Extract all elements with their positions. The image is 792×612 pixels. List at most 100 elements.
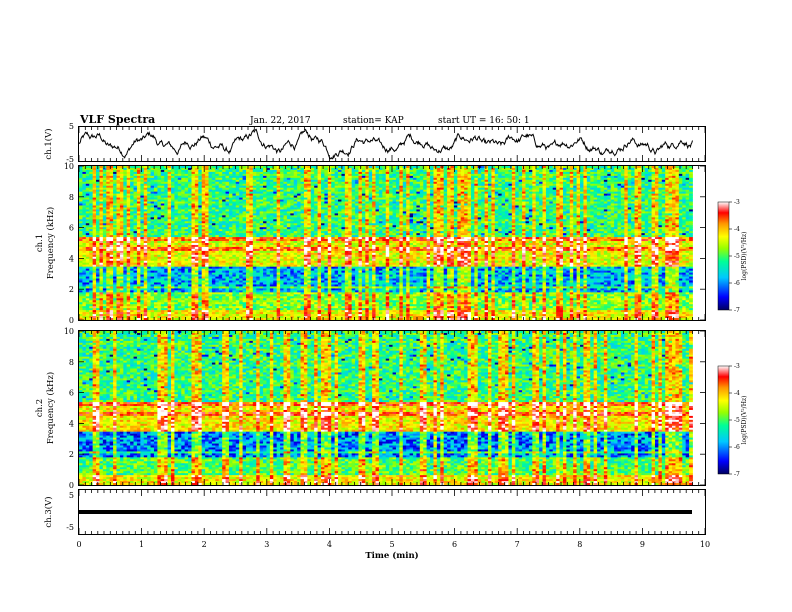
spectrogram-cell xyxy=(89,177,94,181)
spectrogram-cell xyxy=(382,173,387,177)
spectrogram-cell xyxy=(215,177,220,181)
spectrogram-cell xyxy=(392,169,397,173)
spectrogram-cell xyxy=(126,169,131,173)
spectrogram-cell xyxy=(188,175,192,179)
spectrogram-cell xyxy=(256,177,261,181)
spectrogram-cell xyxy=(102,169,107,173)
spectrogram-cell xyxy=(92,166,97,169)
spectrogram-cell xyxy=(651,169,656,173)
spectrogram-cell xyxy=(133,177,138,181)
spectrogram-cell xyxy=(167,175,172,179)
spectrogram-cell xyxy=(423,166,428,169)
start-time-label: start UT = 16: 50: 1 xyxy=(438,116,530,126)
spectrogram-cell xyxy=(430,175,434,179)
spectrogram-cell xyxy=(508,169,513,173)
spectrogram-cell xyxy=(419,171,424,175)
spectrogram-cell xyxy=(586,166,591,169)
spectrogram-cell xyxy=(375,177,380,181)
spectrogram-cell xyxy=(460,166,465,169)
spectrogram-cell xyxy=(174,173,179,177)
spectrogram-cell xyxy=(307,171,312,175)
spectrogram-cell xyxy=(617,175,622,179)
spectrogram-cell xyxy=(494,171,499,175)
spectrogram-cell xyxy=(672,175,676,179)
spectrogram-cell xyxy=(392,166,397,169)
spectrogram-cell xyxy=(375,173,380,177)
spectrogram-cell xyxy=(140,166,145,169)
spectrogram-cell xyxy=(413,166,417,169)
spectrogram-cell xyxy=(675,166,680,169)
spectrogram-cell xyxy=(82,166,87,169)
spectrogram-cell xyxy=(246,173,250,177)
spectrogram-cell xyxy=(344,166,349,169)
spectrogram-cell xyxy=(324,177,329,181)
spectrogram-cell xyxy=(113,171,117,175)
spectrogram-cell xyxy=(79,166,83,169)
spectrogram-cell xyxy=(136,167,141,171)
spectrogram-cell xyxy=(552,171,557,175)
spectrogram-cell xyxy=(491,175,496,179)
spectrogram-cell xyxy=(600,166,605,169)
spectrogram-cell xyxy=(583,173,588,177)
spectrogram-cell xyxy=(382,167,387,171)
spectrogram-cell xyxy=(334,175,339,179)
spectrogram-cell xyxy=(426,167,431,171)
spectrogram-cell xyxy=(406,175,410,179)
spectrogram-cell xyxy=(276,175,281,179)
spectrogram-cell xyxy=(242,177,247,181)
spectrogram-cell xyxy=(453,171,458,175)
spectrogram-cell xyxy=(177,177,182,181)
spectrogram-cell xyxy=(665,173,670,177)
spectrogram-cell xyxy=(600,169,605,173)
spectrogram-cell xyxy=(597,177,601,181)
spectrogram-cell xyxy=(491,166,496,169)
spectrogram-cell xyxy=(382,166,387,169)
spectrogram-cell xyxy=(637,173,642,177)
spectrogram-cell xyxy=(423,173,428,177)
spectrogram-cell xyxy=(116,177,121,181)
spectrogram-cell xyxy=(491,173,496,177)
spectrogram-cell xyxy=(651,177,656,181)
spectrogram-cell xyxy=(280,171,284,175)
spectrogram-cell xyxy=(678,173,683,177)
spectrogram-cell xyxy=(106,171,111,175)
spectrogram-cell xyxy=(481,171,485,175)
spectrogram-cell xyxy=(218,166,223,169)
spectrogram-cell xyxy=(228,177,233,181)
spectrogram-cell xyxy=(79,167,83,171)
spectrogram-cell xyxy=(331,179,336,183)
spectrogram-cell xyxy=(562,175,567,179)
spectrogram-cell xyxy=(85,169,90,173)
spectrogram-cell xyxy=(532,167,537,171)
spectrogram-cell xyxy=(358,171,363,175)
spectrogram-cell xyxy=(157,177,162,181)
spectrogram-cell xyxy=(525,171,530,175)
spectrogram-cell xyxy=(106,177,111,181)
spectrogram-cell xyxy=(109,171,114,175)
spectrogram-cell xyxy=(372,171,376,175)
spectrogram-cell xyxy=(644,171,649,175)
spectrogram-cell xyxy=(678,169,683,173)
spectrogram-cell xyxy=(133,173,138,177)
spectrogram-cell xyxy=(620,166,625,169)
spectrogram-cell xyxy=(119,167,124,171)
spectrogram-cell xyxy=(171,169,175,173)
spectrogram-cell xyxy=(143,171,148,175)
spectrogram-cell xyxy=(654,171,659,175)
spectrogram-cell xyxy=(385,169,390,173)
spectrogram-cell xyxy=(460,167,465,171)
spectrogram-cell xyxy=(453,177,458,181)
spectrogram-cell xyxy=(290,179,295,183)
spectrogram-cell xyxy=(211,166,216,169)
spectrogram-cell xyxy=(191,169,196,173)
spectrogram-cell xyxy=(252,166,257,169)
spectrogram-cell xyxy=(450,175,455,179)
spectrogram-cell xyxy=(327,175,332,179)
spectrogram-cell xyxy=(501,167,506,171)
spectrogram-cell xyxy=(126,175,131,179)
spectrogram-cell xyxy=(348,167,353,171)
spectrogram-cell xyxy=(607,177,612,181)
spectrogram-cell xyxy=(232,166,237,169)
spectrogram-cell xyxy=(269,171,274,175)
spectrogram-cell xyxy=(113,169,117,173)
